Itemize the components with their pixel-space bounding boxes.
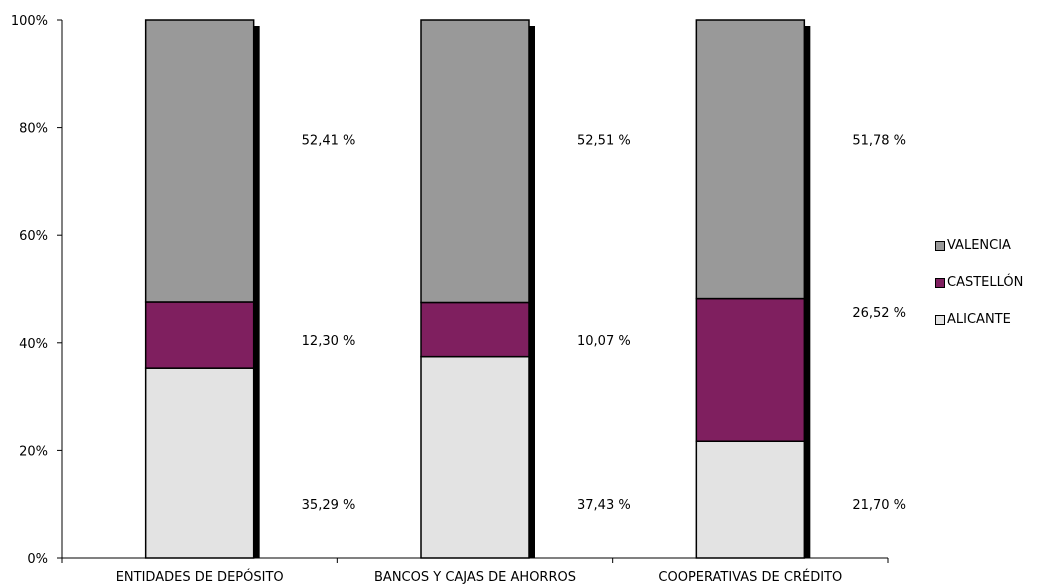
bar-segment-valencia [420, 19, 530, 304]
bar-segment-castellón [144, 301, 255, 369]
bar-segment-alicante [144, 367, 255, 559]
data-label: 52,41 % [302, 133, 356, 148]
data-label: 35,29 % [302, 498, 356, 513]
x-tick-label: COOPERATIVAS DE CRÉDITO [658, 569, 842, 585]
legend-item: CASTELLÓN [935, 273, 1023, 292]
y-tick-label: 20% [19, 444, 48, 459]
legend-item: ALICANTE [935, 310, 1023, 329]
data-labels: 35,29 % 12,30 % 52,41 % 37,43 % 10,07 % 52,51… [302, 133, 906, 513]
x-tick-label: BANCOS Y CAJAS DE AHORROS [374, 570, 576, 585]
data-label: 12,30 % [302, 334, 356, 349]
y-tick-label: 40% [19, 337, 48, 352]
bar-segment-alicante [695, 440, 806, 559]
legend-label: CASTELLÓN [947, 275, 1024, 290]
data-label: 10,07 % [577, 334, 631, 349]
x-tick-label: ENTIDADES DE DEPÓSITO [116, 569, 284, 585]
y-tick-label: 60% [19, 229, 48, 244]
y-tick-label: 100% [11, 14, 48, 29]
legend-item: VALENCIA [935, 236, 1023, 255]
legend-swatch [935, 240, 945, 251]
axes: 0% 20% 40% 60% 80% 100% ENTIDADES DE DEPÓSITO B… [11, 14, 889, 585]
legend-swatch [935, 277, 945, 288]
y-tick-label: 0% [27, 552, 48, 567]
data-label: 51,78 % [852, 133, 906, 148]
data-label: 37,43 % [577, 498, 631, 513]
bar-segment-alicante [420, 355, 530, 559]
y-tick-label: 80% [19, 122, 48, 137]
bars [144, 19, 811, 559]
legend-swatch [935, 314, 945, 325]
bar-segment-castellón [420, 301, 530, 358]
legend-label: VALENCIA [947, 238, 1011, 253]
legend-label: ALICANTE [947, 312, 1011, 327]
legend: VALENCIA CASTELLÓN ALICANTE [935, 236, 1023, 347]
bar-segment-valencia [695, 19, 806, 300]
data-label: 26,52 % [852, 306, 906, 321]
data-label: 21,70 % [852, 498, 906, 513]
data-label: 52,51 % [577, 133, 631, 148]
bar-segment-castellón [695, 297, 806, 443]
bar-segment-valencia [144, 19, 255, 303]
